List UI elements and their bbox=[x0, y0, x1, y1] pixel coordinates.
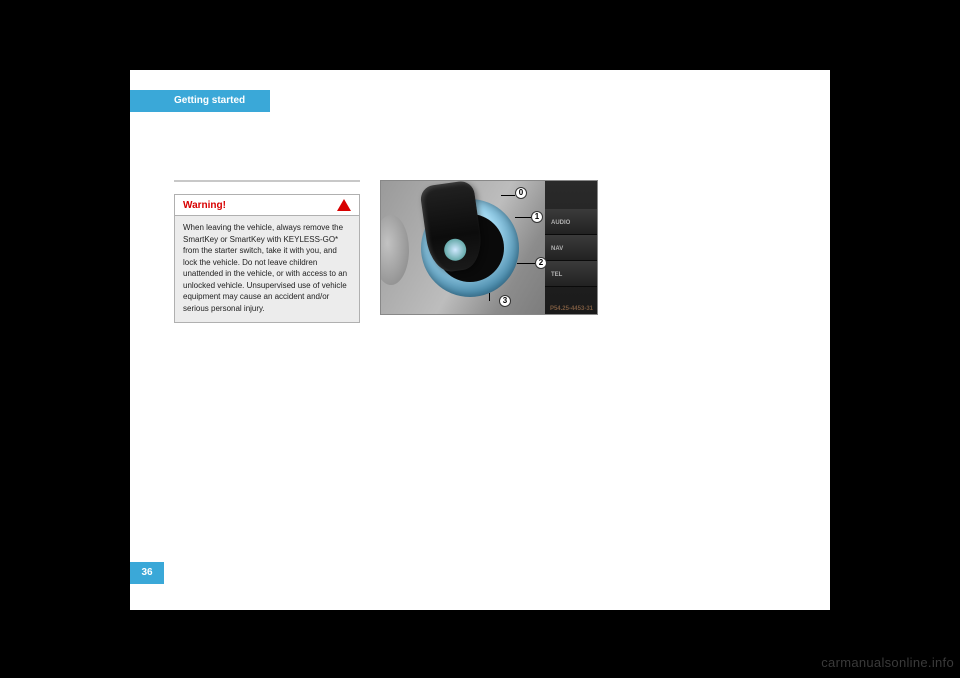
panel-btn-audio: AUDIO bbox=[545, 209, 597, 235]
comand-panel: AUDIO NAV TEL bbox=[545, 181, 597, 315]
leader-line bbox=[517, 263, 535, 264]
section-title: Getting started bbox=[130, 90, 270, 112]
warning-triangle-icon bbox=[337, 199, 351, 211]
leader-line bbox=[515, 217, 531, 218]
panel-btn-tel: TEL bbox=[545, 261, 597, 287]
page-number: 36 bbox=[130, 562, 164, 584]
warning-header: Warning! bbox=[175, 195, 359, 216]
callout-1: 1 bbox=[531, 211, 543, 223]
column-divider bbox=[174, 180, 360, 182]
leader-line bbox=[501, 195, 515, 196]
warning-box: Warning! When leaving the vehicle, alway… bbox=[174, 194, 360, 323]
manual-page: Getting started Warning! When leaving th… bbox=[130, 70, 830, 610]
watermark: carmanualsonline.info bbox=[821, 655, 954, 670]
photo-id: P54.25-4453-31 bbox=[550, 306, 593, 312]
leader-line bbox=[489, 293, 490, 301]
speaker-grille bbox=[380, 215, 409, 285]
starter-switch-photo: AUDIO NAV TEL 0 1 2 3 P54.25-4453-31 bbox=[380, 180, 598, 315]
page-number-badge: 36 bbox=[130, 562, 164, 584]
warning-title: Warning! bbox=[183, 200, 226, 211]
panel-btn-nav: NAV bbox=[545, 235, 597, 261]
warning-body: When leaving the vehicle, always remove … bbox=[175, 216, 359, 322]
callout-3: 3 bbox=[499, 295, 511, 307]
section-header: Getting started bbox=[130, 90, 270, 112]
callout-2: 2 bbox=[535, 257, 547, 269]
mercedes-logo-icon bbox=[443, 237, 468, 262]
callout-0: 0 bbox=[515, 187, 527, 199]
